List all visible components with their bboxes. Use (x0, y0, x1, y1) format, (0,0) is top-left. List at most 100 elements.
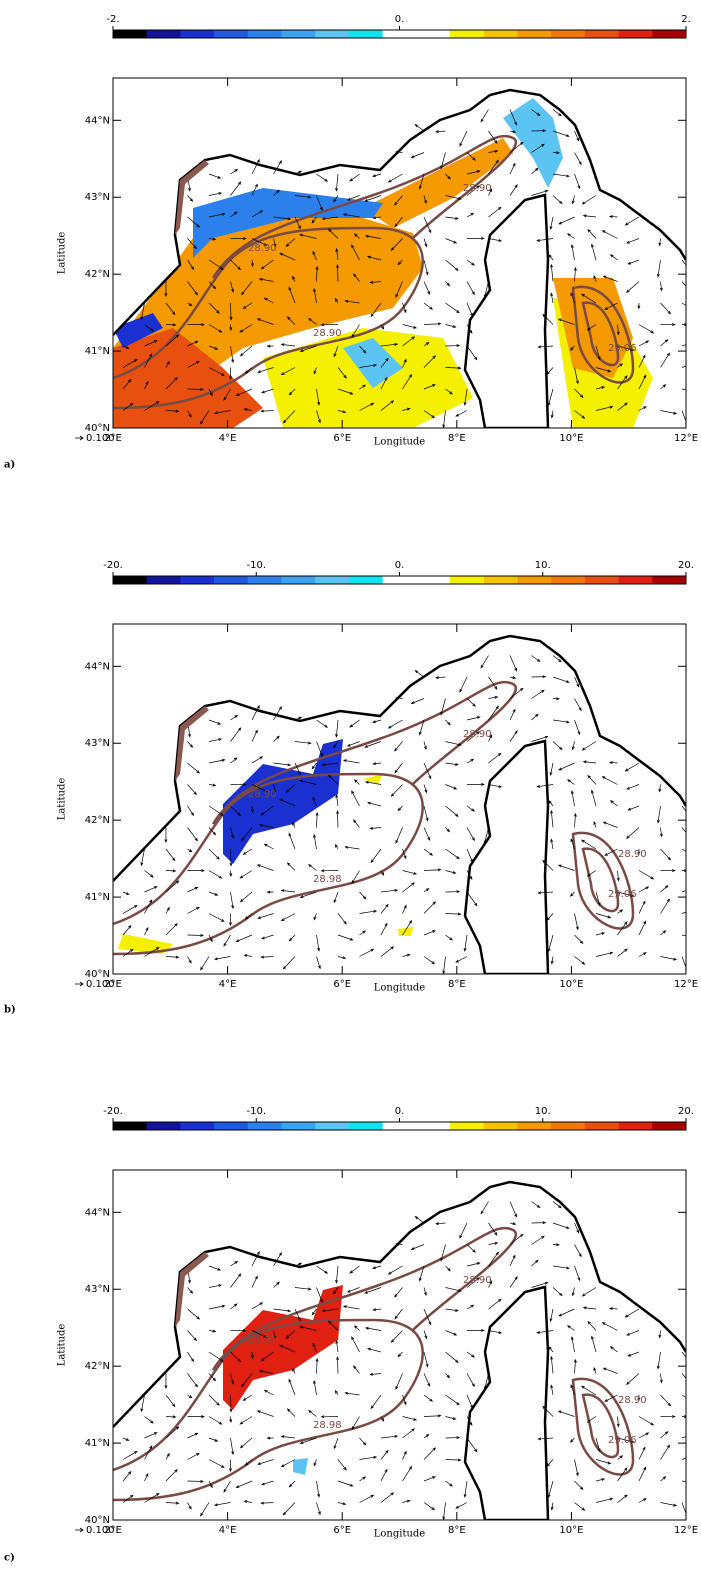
velocity-arrow (144, 1416, 154, 1424)
velocity-arrow (660, 339, 669, 347)
velocity-arrow (459, 1222, 468, 1239)
velocity-arrow (239, 1437, 253, 1449)
velocity-arrow (122, 358, 138, 368)
velocity-arrow (122, 1470, 132, 1482)
velocity-arrow (334, 843, 339, 850)
velocity-arrow (359, 1437, 367, 1446)
velocity-arrow (294, 741, 312, 745)
velocity-arrow (617, 909, 624, 914)
panel: -2. 0. 2. 28.90 28.90 29.06 28.90 2°E 4°E 6°E 8°E 1… (4, 14, 698, 471)
velocity-arrow (229, 913, 233, 927)
velocity-arrow (466, 1394, 473, 1409)
velocity-arrow (637, 848, 641, 856)
velocity-arrow (208, 324, 223, 333)
velocity-arrow (445, 762, 459, 766)
velocity-arrow (364, 195, 382, 202)
velocity-arrow (165, 955, 180, 959)
colorbar-swatch (214, 30, 249, 38)
velocity-arrow (229, 302, 233, 321)
velocity-arrow (187, 302, 193, 307)
velocity-arrow (187, 784, 197, 796)
velocity-arrow (570, 838, 575, 850)
velocity-arrow (364, 1287, 382, 1294)
x-tick-label: 10°E (559, 979, 583, 990)
velocity-arrow (394, 1287, 403, 1298)
velocity-arrow (509, 109, 517, 126)
velocity-arrow (402, 358, 407, 368)
velocity-arrow (337, 956, 347, 960)
velocity-arrow (602, 275, 618, 282)
velocity-arrow (187, 1502, 192, 1510)
velocity-arrow (372, 216, 382, 220)
velocity-arrow (257, 1459, 274, 1465)
velocity-arrow (144, 886, 158, 893)
velocity-arrow (410, 1244, 425, 1250)
velocity-arrow (273, 1330, 277, 1340)
velocity-arrow (609, 1346, 618, 1353)
velocity-arrow (273, 735, 280, 742)
velocity-arrow (333, 345, 339, 358)
velocity-arrow (251, 1275, 258, 1288)
velocity-arrow (122, 1450, 138, 1460)
velocity-arrow (380, 888, 399, 893)
contour-label: 28.90 (248, 1335, 277, 1346)
velocity-arrow (260, 259, 274, 270)
velocity-arrow (229, 1394, 233, 1413)
velocity-arrow (549, 216, 554, 231)
velocity-arrow (316, 956, 321, 970)
velocity-arrow (273, 238, 277, 248)
velocity-arrow (509, 708, 516, 721)
velocity-arrow (681, 1415, 686, 1419)
velocity-arrow (312, 796, 317, 807)
panel: -20. -10. 0. 10. 20.28.9028.9029.0628.9828.9… (4, 560, 698, 1016)
velocity-arrow (364, 741, 382, 748)
velocity-arrow (681, 890, 686, 893)
contour-line (571, 1377, 635, 1476)
velocity-arrow (442, 1502, 446, 1520)
velocity-arrow (165, 1468, 178, 1482)
velocity-arrow (582, 1306, 597, 1310)
colorbar-swatch (483, 576, 518, 584)
velocity-arrow (656, 1351, 661, 1370)
velocity-arrow (208, 1284, 223, 1288)
velocity-arrow (313, 1459, 317, 1467)
velocity-arrow (550, 956, 554, 965)
velocity-arrow (333, 891, 339, 904)
x-tick-label: 10°E (559, 1525, 583, 1536)
reference-vector-label: 0.100 (86, 979, 115, 990)
velocity-arrow (344, 299, 360, 304)
velocity-arrow (251, 1302, 264, 1310)
contour-line (581, 1393, 620, 1459)
velocity-arrow (402, 1394, 407, 1406)
colorbar-tick-label: 0. (395, 1106, 405, 1117)
velocity-arrow (423, 259, 429, 276)
panel: -20. -10. 0. 10. 20.28.9028.9029.0628.9828.9… (4, 1106, 698, 1564)
y-tick-label: 44°N (85, 1207, 110, 1218)
velocity-arrow (213, 1502, 231, 1507)
velocity-arrow (229, 848, 233, 867)
velocity-arrow (353, 1325, 360, 1331)
velocity-arrow (337, 388, 354, 395)
velocity-arrow (311, 1308, 317, 1316)
map: 28.90 28.90 29.06 28.98 28.90 2°E 4°E 6°E 8°E 10°… (57, 1169, 698, 1540)
colorbar-swatch (247, 1122, 283, 1130)
velocity-arrow (230, 827, 234, 839)
velocity-arrow (569, 345, 575, 351)
velocity-arrow (402, 882, 416, 893)
colorbar-swatch (652, 1122, 687, 1130)
colorbar-tick-label: 0. (395, 560, 405, 571)
velocity-arrow (681, 344, 686, 347)
velocity-arrow (359, 1455, 378, 1460)
velocity-arrow (208, 388, 213, 397)
velocity-arrow (587, 1320, 597, 1331)
velocity-arrow (230, 345, 235, 364)
velocity-arrow (390, 784, 403, 797)
velocity-arrow (586, 870, 597, 877)
velocity-arrow (466, 827, 475, 842)
velocity-arrow (466, 1244, 476, 1253)
x-tick-label: 12°E (674, 979, 698, 990)
velocity-arrow (208, 1459, 225, 1468)
velocity-arrow (230, 783, 247, 787)
velocity-arrow (488, 752, 502, 764)
velocity-arrow (394, 741, 403, 752)
